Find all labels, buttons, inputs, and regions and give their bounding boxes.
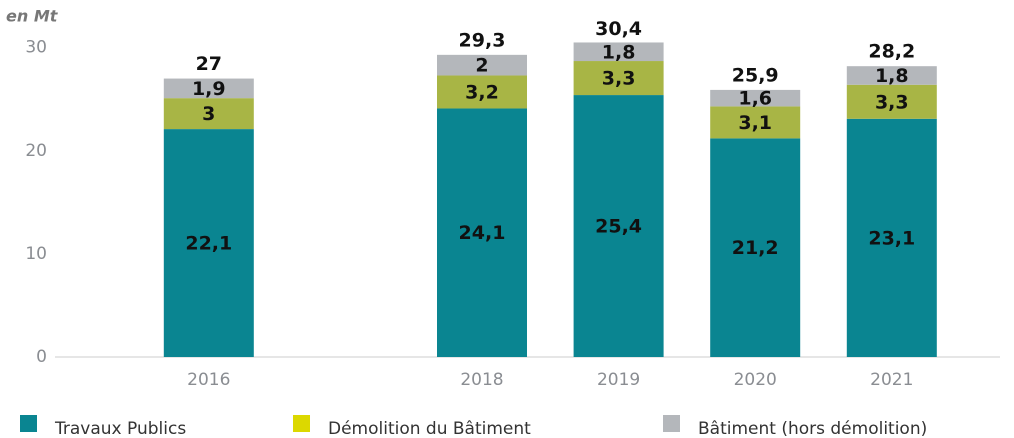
value-label: 23,1 (868, 227, 915, 249)
x-tick-label: 2018 (460, 370, 503, 390)
value-label: 1,8 (602, 41, 636, 63)
legend-swatch (20, 415, 37, 432)
total-label: 27 (196, 53, 222, 75)
bar-segment (846, 84, 937, 119)
x-tick-label: 2020 (734, 370, 777, 390)
value-label: 25,4 (595, 216, 642, 238)
unit-label: en Mt (6, 7, 59, 26)
x-tick-label: 2016 (187, 370, 230, 390)
bar-segment (573, 95, 664, 357)
value-label: 24,1 (459, 222, 506, 244)
total-label: 29,3 (459, 29, 506, 51)
y-tick-label: 30 (25, 38, 47, 58)
bar-segment (437, 108, 527, 357)
value-label: 21,2 (732, 237, 779, 259)
total-label: 28,2 (868, 41, 915, 63)
value-label: 22,1 (185, 233, 232, 255)
bar-segment (437, 75, 527, 109)
legend-swatch (293, 415, 310, 432)
x-tick-label: 2021 (870, 370, 913, 390)
value-label: 2 (475, 55, 488, 77)
legend-swatch (663, 415, 680, 432)
bar-segment (573, 42, 664, 62)
legend-label: Bâtiment (hors démolition) (698, 419, 927, 438)
bar-segment (710, 89, 801, 107)
legend-label: Travaux Publics (54, 419, 186, 438)
value-label: 1,8 (875, 65, 909, 87)
value-label: 3,3 (875, 91, 909, 113)
bar-segment (573, 61, 664, 96)
total-label: 25,9 (732, 64, 779, 86)
bar-segment (710, 106, 801, 139)
value-label: 3,3 (602, 68, 636, 90)
total-label: 30,4 (595, 18, 642, 40)
x-tick-label: 2019 (597, 370, 640, 390)
y-tick-label: 0 (36, 347, 47, 367)
value-label: 1,9 (192, 78, 226, 100)
bar-segment (846, 66, 937, 85)
value-label: 3,1 (738, 112, 772, 134)
bar-segment (437, 54, 527, 76)
y-tick-label: 10 (25, 244, 47, 264)
bar-segment (163, 98, 254, 130)
value-label: 3,2 (465, 81, 499, 103)
legend-label: Démolition du Bâtiment (328, 419, 531, 438)
bar-segment (163, 129, 254, 357)
y-tick-label: 20 (25, 141, 47, 161)
bar-segment (163, 78, 254, 99)
bar-segment (710, 138, 801, 357)
value-label: 1,6 (738, 88, 772, 110)
bar-segment (846, 118, 937, 357)
value-label: 3 (202, 103, 215, 125)
